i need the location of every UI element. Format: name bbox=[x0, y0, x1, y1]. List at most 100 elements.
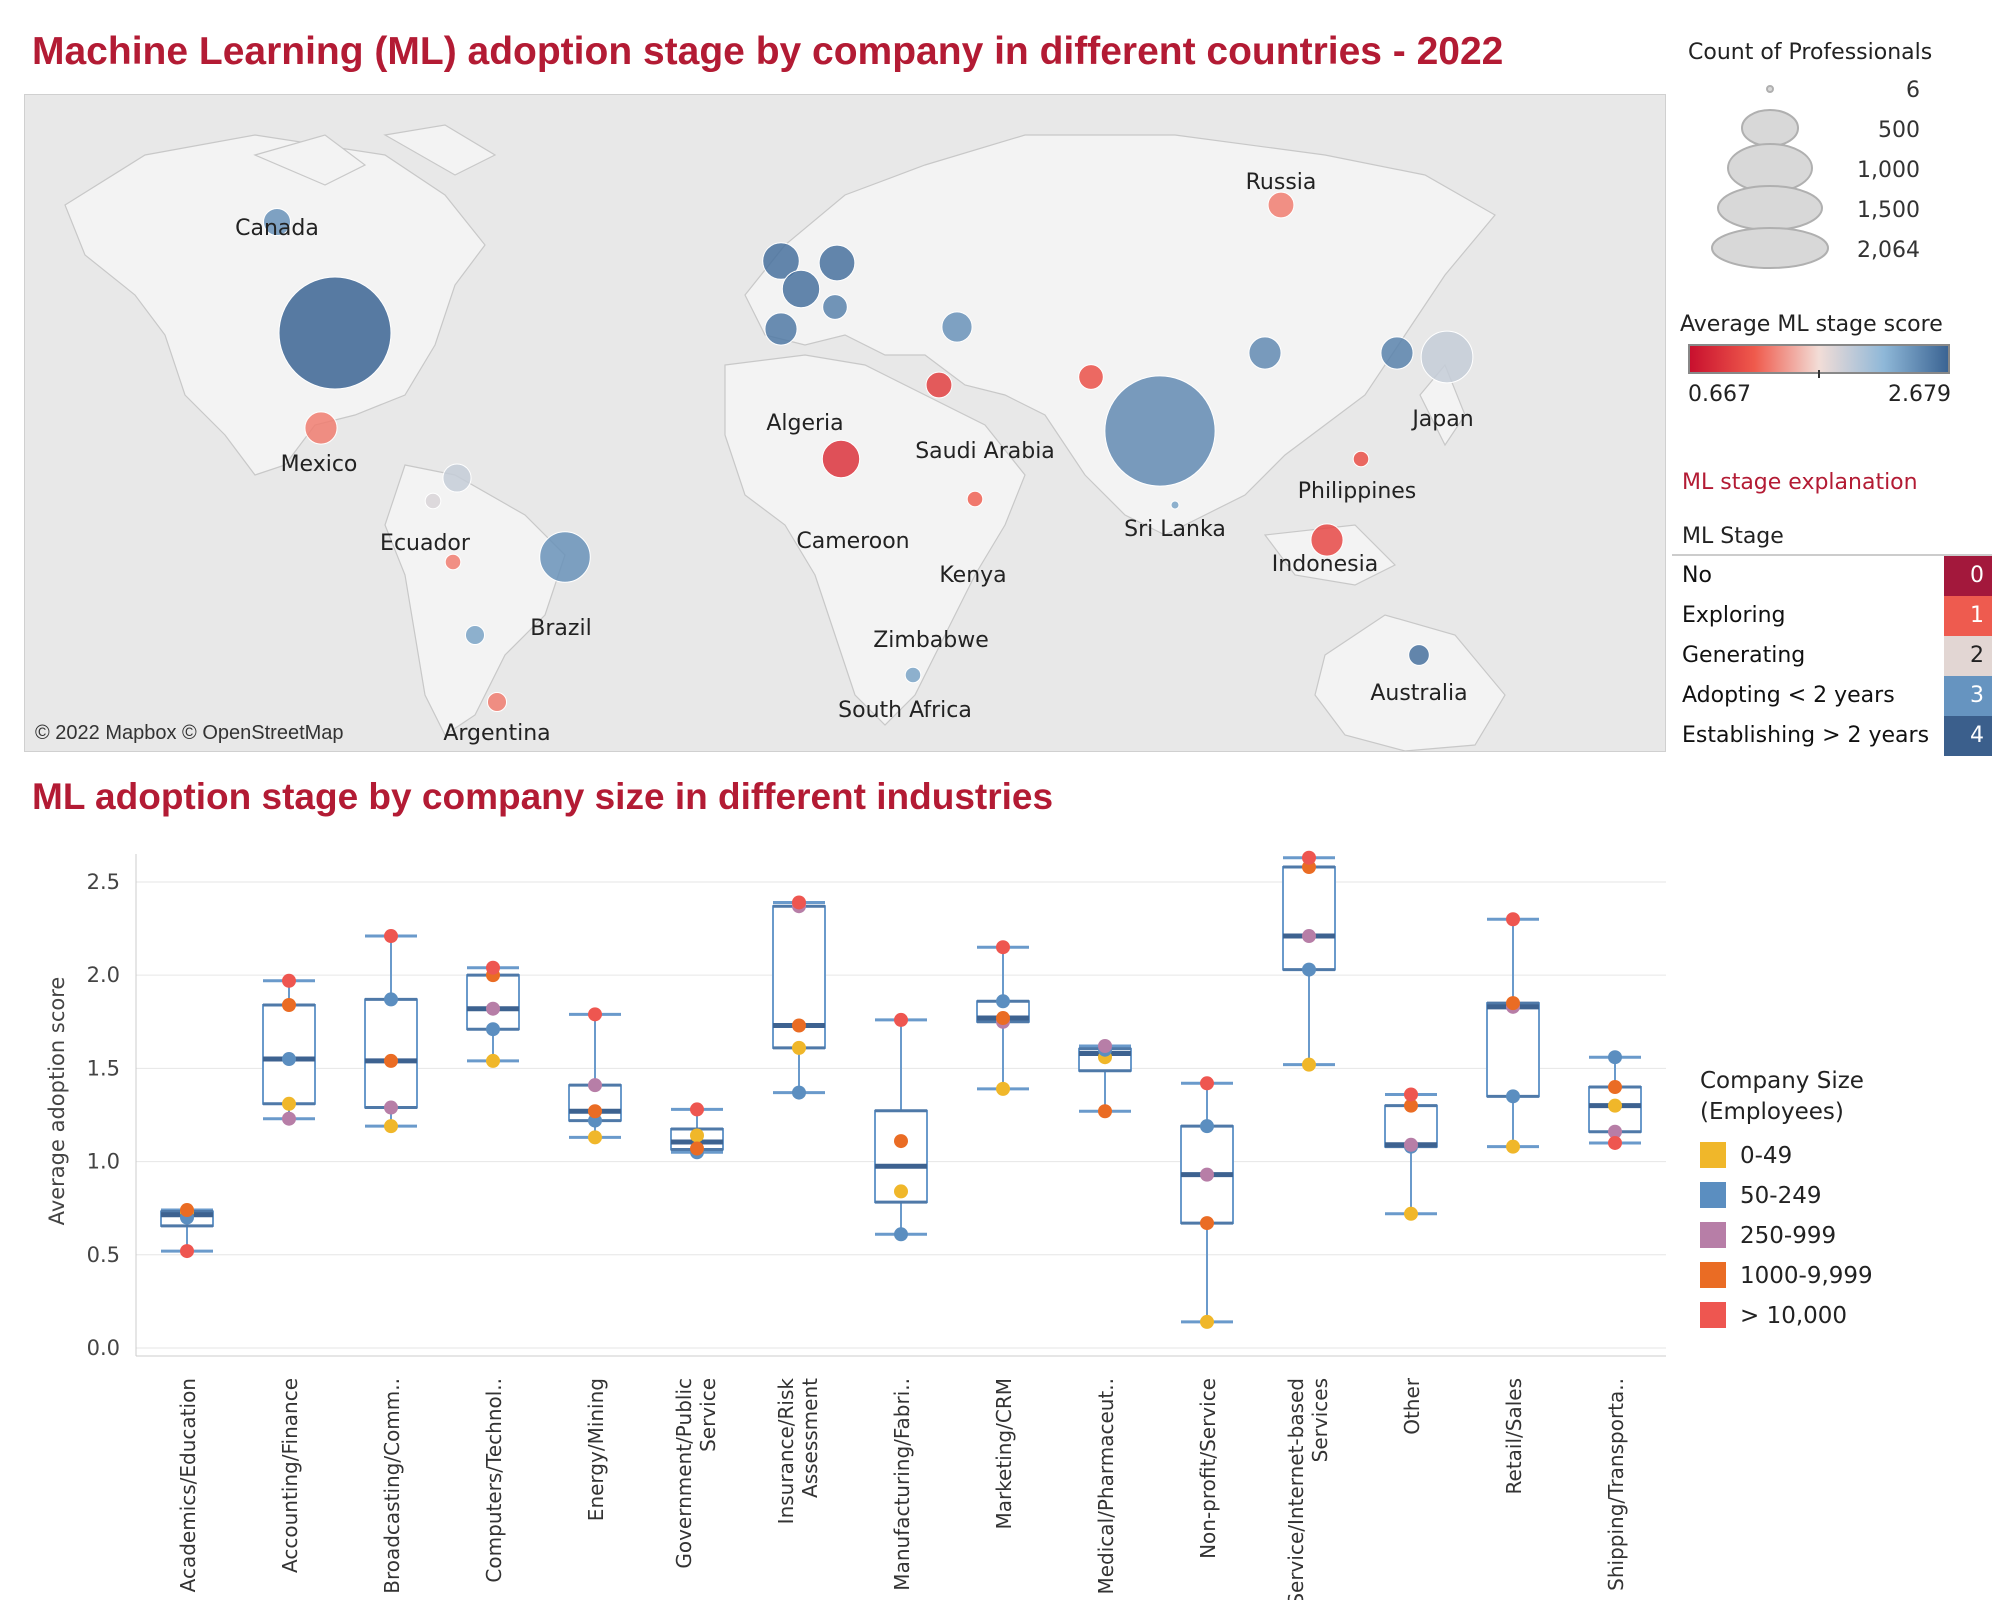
data-point[interactable] bbox=[486, 1001, 500, 1016]
data-point[interactable] bbox=[588, 1007, 602, 1022]
country-bubble[interactable] bbox=[781, 269, 821, 309]
country-bubble[interactable] bbox=[904, 666, 922, 684]
data-point[interactable] bbox=[384, 1100, 398, 1115]
country-bubble[interactable] bbox=[444, 553, 462, 571]
box-group[interactable] bbox=[364, 929, 418, 1134]
data-point[interactable] bbox=[486, 960, 500, 975]
data-point[interactable] bbox=[690, 1141, 704, 1156]
data-point[interactable] bbox=[1608, 1050, 1622, 1065]
country-bubble[interactable] bbox=[966, 490, 984, 508]
data-point[interactable] bbox=[384, 992, 398, 1007]
data-point[interactable] bbox=[996, 1011, 1010, 1026]
data-point[interactable] bbox=[894, 1134, 908, 1149]
data-point[interactable] bbox=[282, 973, 296, 988]
country-bubble[interactable] bbox=[1380, 336, 1414, 370]
box-group[interactable] bbox=[160, 1203, 214, 1259]
country-bubble[interactable] bbox=[764, 312, 798, 346]
data-point[interactable] bbox=[180, 1203, 194, 1218]
world-map[interactable]: Canada Mexico Ecuador Brazil Argentina Algeri… bbox=[24, 94, 1666, 752]
data-point[interactable] bbox=[180, 1244, 194, 1259]
box-group[interactable] bbox=[1588, 1050, 1642, 1150]
country-bubble[interactable] bbox=[278, 276, 392, 390]
box-group[interactable] bbox=[568, 1007, 622, 1145]
box-group[interactable] bbox=[1486, 912, 1540, 1154]
data-point[interactable] bbox=[1404, 1137, 1418, 1152]
data-point[interactable] bbox=[1404, 1098, 1418, 1113]
data-point[interactable] bbox=[1098, 1104, 1112, 1119]
data-point[interactable] bbox=[1200, 1314, 1214, 1329]
size-legend-item[interactable]: > 10,000 bbox=[1700, 1296, 1873, 1336]
data-point[interactable] bbox=[996, 940, 1010, 955]
data-point[interactable] bbox=[1098, 1039, 1112, 1054]
country-bubble[interactable] bbox=[925, 371, 953, 399]
country-bubble[interactable] bbox=[818, 244, 856, 282]
data-point[interactable] bbox=[486, 1022, 500, 1037]
data-point[interactable] bbox=[792, 1018, 806, 1033]
data-point[interactable] bbox=[1302, 1057, 1316, 1072]
data-point[interactable] bbox=[588, 1078, 602, 1093]
country-bubble[interactable] bbox=[262, 207, 292, 237]
box-group[interactable] bbox=[1078, 1039, 1132, 1119]
country-bubble[interactable] bbox=[1170, 500, 1180, 510]
data-point[interactable] bbox=[894, 1012, 908, 1027]
size-legend-item[interactable]: 0-49 bbox=[1700, 1136, 1873, 1176]
country-bubble[interactable] bbox=[1420, 330, 1474, 384]
country-bubble[interactable] bbox=[1078, 364, 1104, 390]
country-bubble[interactable] bbox=[1267, 191, 1295, 219]
data-point[interactable] bbox=[1200, 1076, 1214, 1091]
box-group[interactable] bbox=[976, 940, 1030, 1096]
data-point[interactable] bbox=[1302, 929, 1316, 944]
data-point[interactable] bbox=[1608, 1098, 1622, 1113]
country-bubble[interactable] bbox=[1408, 644, 1430, 666]
data-point[interactable] bbox=[894, 1184, 908, 1199]
data-point[interactable] bbox=[588, 1104, 602, 1119]
data-point[interactable] bbox=[1404, 1206, 1418, 1221]
data-point[interactable] bbox=[384, 1053, 398, 1068]
country-bubble[interactable] bbox=[304, 411, 338, 445]
size-legend-item[interactable]: 250-999 bbox=[1700, 1216, 1873, 1256]
box-group[interactable] bbox=[874, 1012, 928, 1242]
size-legend-item[interactable]: 50-249 bbox=[1700, 1176, 1873, 1216]
data-point[interactable] bbox=[1608, 1080, 1622, 1095]
box-group[interactable] bbox=[1282, 850, 1336, 1072]
box-group[interactable] bbox=[1180, 1076, 1234, 1329]
data-point[interactable] bbox=[996, 994, 1010, 1009]
data-point[interactable] bbox=[384, 1119, 398, 1134]
box-group[interactable] bbox=[466, 960, 520, 1068]
country-bubble[interactable] bbox=[822, 294, 848, 320]
data-point[interactable] bbox=[1200, 1167, 1214, 1182]
data-point[interactable] bbox=[894, 1227, 908, 1242]
data-point[interactable] bbox=[1608, 1124, 1622, 1139]
country-bubble[interactable] bbox=[762, 242, 800, 280]
country-bubble[interactable] bbox=[464, 624, 486, 646]
country-bubble[interactable] bbox=[424, 492, 442, 510]
data-point[interactable] bbox=[792, 1085, 806, 1100]
country-bubble[interactable] bbox=[539, 531, 591, 583]
data-point[interactable] bbox=[792, 1040, 806, 1055]
data-point[interactable] bbox=[792, 895, 806, 910]
box-group[interactable] bbox=[772, 895, 826, 1100]
data-point[interactable] bbox=[1404, 1087, 1418, 1102]
data-point[interactable] bbox=[690, 1128, 704, 1143]
box-group[interactable] bbox=[670, 1102, 724, 1160]
box-group[interactable] bbox=[1384, 1087, 1438, 1221]
data-point[interactable] bbox=[282, 997, 296, 1012]
data-point[interactable] bbox=[1506, 1089, 1520, 1104]
box-group[interactable] bbox=[262, 973, 316, 1126]
data-point[interactable] bbox=[1608, 1135, 1622, 1150]
country-bubble[interactable] bbox=[1352, 450, 1370, 468]
data-point[interactable] bbox=[588, 1130, 602, 1145]
data-point[interactable] bbox=[1302, 850, 1316, 865]
data-point[interactable] bbox=[1302, 962, 1316, 977]
data-point[interactable] bbox=[282, 1111, 296, 1126]
country-bubble[interactable] bbox=[821, 439, 861, 479]
data-point[interactable] bbox=[1506, 912, 1520, 927]
data-point[interactable] bbox=[486, 1053, 500, 1068]
data-point[interactable] bbox=[1506, 996, 1520, 1011]
data-point[interactable] bbox=[690, 1102, 704, 1117]
data-point[interactable] bbox=[282, 1052, 296, 1067]
country-bubble[interactable] bbox=[1104, 375, 1216, 487]
country-bubble[interactable] bbox=[486, 691, 508, 713]
data-point[interactable] bbox=[1200, 1216, 1214, 1231]
country-bubble[interactable] bbox=[442, 463, 472, 493]
